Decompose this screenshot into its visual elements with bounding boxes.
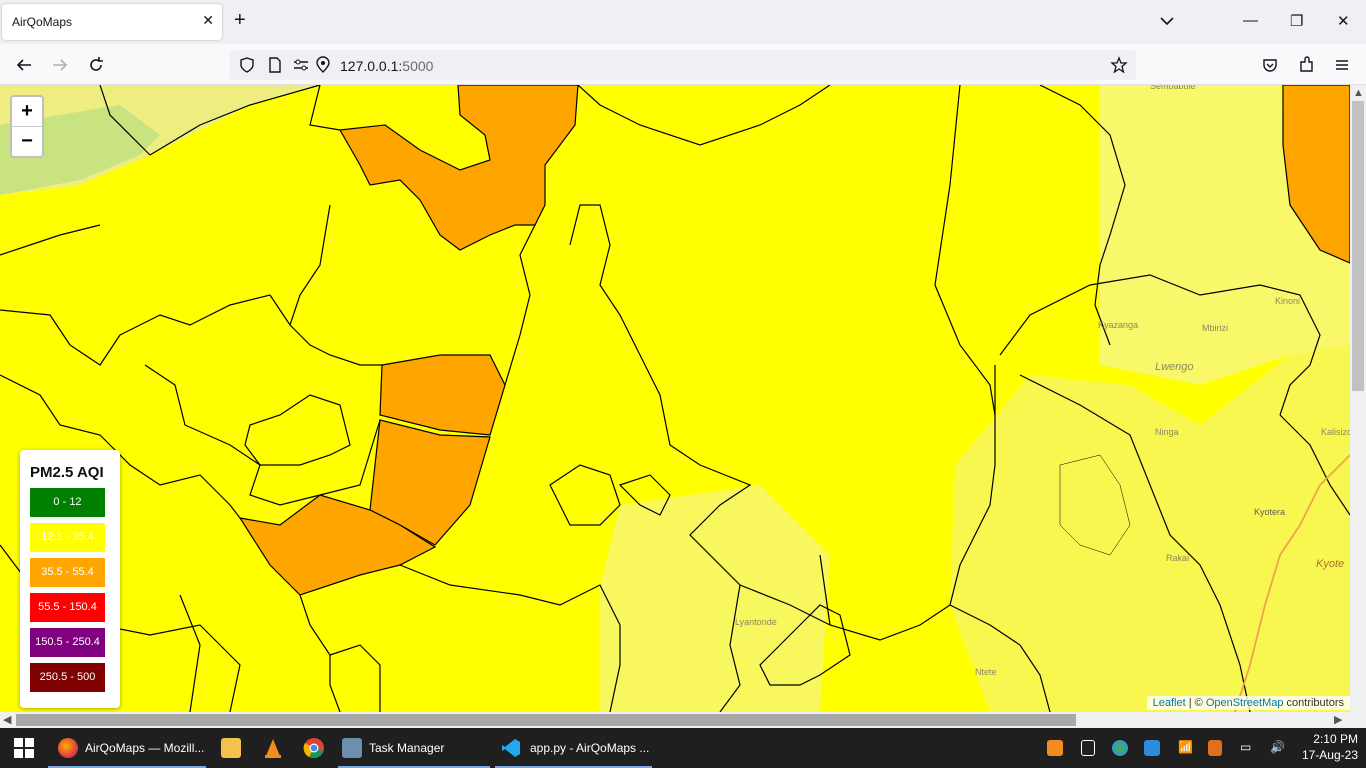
- tab-close-icon[interactable]: ✕: [202, 12, 214, 28]
- tray-app-icon[interactable]: [1047, 740, 1063, 756]
- clock-date: 17-Aug-23: [1301, 748, 1358, 762]
- taskbar-task-manager[interactable]: Task Manager: [338, 728, 490, 768]
- place-label: Sembabule: [1150, 85, 1196, 91]
- basemap-tile-east: [950, 345, 1350, 712]
- firefox-icon: [58, 738, 78, 758]
- volume-icon[interactable]: 🔊: [1270, 740, 1285, 754]
- legend-item: 35.5 - 55.4: [30, 558, 105, 587]
- scroll-left-icon[interactable]: ◀: [3, 714, 12, 726]
- tray-network-app-icon[interactable]: [1144, 740, 1160, 756]
- basemap-tile-northeast: [1100, 85, 1350, 385]
- basemap-tile-south: [600, 485, 830, 712]
- tab-title: AirQoMaps: [12, 15, 73, 29]
- battery-icon[interactable]: ▭: [1240, 740, 1252, 754]
- scroll-up-icon[interactable]: ▲: [1353, 87, 1364, 99]
- taskbar-vscode-label: app.py - AirQoMaps ...: [530, 741, 650, 755]
- taskbar-firefox-label: AirQoMaps — Mozill...: [85, 741, 205, 755]
- vscode-icon: [502, 739, 520, 757]
- forward-arrow-icon[interactable]: [51, 56, 69, 74]
- zoom-out-button[interactable]: −: [21, 130, 33, 152]
- choropleth-map[interactable]: Sembabule Kyazanga Mbirizi Lwengo Kinoni…: [0, 85, 1350, 712]
- tray-security-icon[interactable]: [1208, 740, 1222, 756]
- attribution-tail: contributors: [1283, 697, 1344, 709]
- legend-title: PM2.5 AQI: [30, 464, 104, 481]
- back-arrow-icon[interactable]: [15, 56, 33, 74]
- url-text[interactable]: 127.0.0.1:5000: [340, 58, 434, 74]
- browser-tab[interactable]: AirQoMaps ✕: [2, 4, 222, 40]
- vertical-scroll-thumb[interactable]: [1352, 101, 1364, 391]
- extensions-icon[interactable]: [1297, 56, 1315, 74]
- location-pin-icon[interactable]: [314, 56, 332, 74]
- windows-taskbar: AirQoMaps — Mozill... Task Manager app.p…: [0, 728, 1366, 768]
- place-label: Kyote: [1316, 558, 1344, 570]
- tray-notes-icon[interactable]: [1081, 740, 1095, 756]
- menu-icon[interactable]: [1333, 56, 1351, 74]
- vertical-scrollbar[interactable]: ▲: [1350, 85, 1366, 712]
- osm-link[interactable]: OpenStreetMap: [1205, 697, 1284, 709]
- shield-icon[interactable]: [238, 56, 256, 74]
- task-manager-icon: [342, 738, 362, 758]
- leaflet-link[interactable]: Leaflet: [1152, 697, 1186, 709]
- place-label: Kalisizo: [1321, 427, 1350, 437]
- tray-edge-icon[interactable]: [1112, 740, 1128, 756]
- pocket-icon[interactable]: [1261, 56, 1279, 74]
- road: [1234, 454, 1350, 712]
- clock-time: 2:10 PM: [1313, 732, 1358, 746]
- attribution-separator: | ©: [1185, 697, 1206, 709]
- taskbar-clock[interactable]: 2:10 PM 17-Aug-23: [1302, 731, 1358, 763]
- legend-item: 12.1 - 35.4: [30, 523, 105, 552]
- place-label: Ntete: [975, 667, 997, 677]
- district-orange-southwest[interactable]: [238, 494, 437, 596]
- taskbar-firefox[interactable]: AirQoMaps — Mozill...: [48, 728, 206, 768]
- reload-icon[interactable]: [87, 56, 105, 74]
- zoom-in-button[interactable]: +: [12, 97, 42, 127]
- place-label: Kyazanga: [1098, 320, 1138, 330]
- place-label: Ninga: [1155, 427, 1179, 437]
- legend-item: 150.5 - 250.4: [30, 628, 105, 657]
- place-labels: Sembabule Kyazanga Mbirizi Lwengo Kinoni…: [735, 85, 1350, 677]
- place-label: Kyotera: [1254, 507, 1285, 517]
- district-orange-center[interactable]: [379, 354, 506, 436]
- taskbar-vscode[interactable]: app.py - AirQoMaps ...: [495, 728, 652, 768]
- chrome-icon[interactable]: [303, 737, 325, 759]
- chevron-down-icon[interactable]: [1158, 12, 1176, 30]
- restore-button[interactable]: ❐: [1290, 13, 1304, 30]
- vlc-icon[interactable]: [262, 737, 284, 759]
- scroll-right-icon[interactable]: ▶: [1334, 714, 1343, 726]
- address-bar[interactable]: 127.0.0.1:5000: [230, 50, 1136, 80]
- place-label: Lyantonde: [735, 617, 777, 627]
- horizontal-scrollbar[interactable]: ◀ ▶: [0, 712, 1366, 728]
- legend-item: 55.5 - 150.4: [30, 593, 105, 622]
- navigation-toolbar: 127.0.0.1:5000: [0, 44, 1366, 85]
- file-explorer-icon[interactable]: [221, 738, 241, 758]
- place-label: Kinoni: [1275, 296, 1300, 306]
- place-label: Rakai: [1166, 553, 1189, 563]
- permissions-icon[interactable]: [292, 56, 310, 74]
- place-label: Mbirizi: [1202, 323, 1228, 333]
- district-orange-north[interactable]: [339, 85, 579, 251]
- minimize-button[interactable]: —: [1243, 12, 1258, 29]
- map-attribution: Leaflet | © OpenStreetMap contributors: [1146, 696, 1350, 710]
- taskbar-task-manager-label: Task Manager: [369, 741, 445, 755]
- district-borders: [0, 85, 1350, 712]
- legend-item: 0 - 12: [30, 488, 105, 517]
- new-tab-button[interactable]: +: [234, 9, 246, 31]
- map-canvas[interactable]: Sembabule Kyazanga Mbirizi Lwengo Kinoni…: [0, 85, 1350, 712]
- wifi-icon[interactable]: 📶: [1178, 740, 1193, 754]
- aqi-legend: PM2.5 AQI 0 - 12 12.1 - 35.4 35.5 - 55.4 55…: [20, 450, 120, 708]
- close-window-button[interactable]: ✕: [1337, 13, 1350, 30]
- zoom-control: + −: [10, 95, 44, 158]
- windows-start-icon[interactable]: [14, 738, 34, 758]
- legend-item: 250.5 - 500: [30, 663, 105, 692]
- place-label: Lwengo: [1155, 361, 1194, 373]
- browser-tab-strip: AirQoMaps ✕ + — ❐ ✕: [0, 0, 1366, 44]
- page-icon: [269, 57, 281, 73]
- bookmark-star-icon[interactable]: [1110, 56, 1128, 74]
- district-orange-east[interactable]: [1282, 85, 1350, 264]
- horizontal-scroll-thumb[interactable]: [16, 714, 1076, 726]
